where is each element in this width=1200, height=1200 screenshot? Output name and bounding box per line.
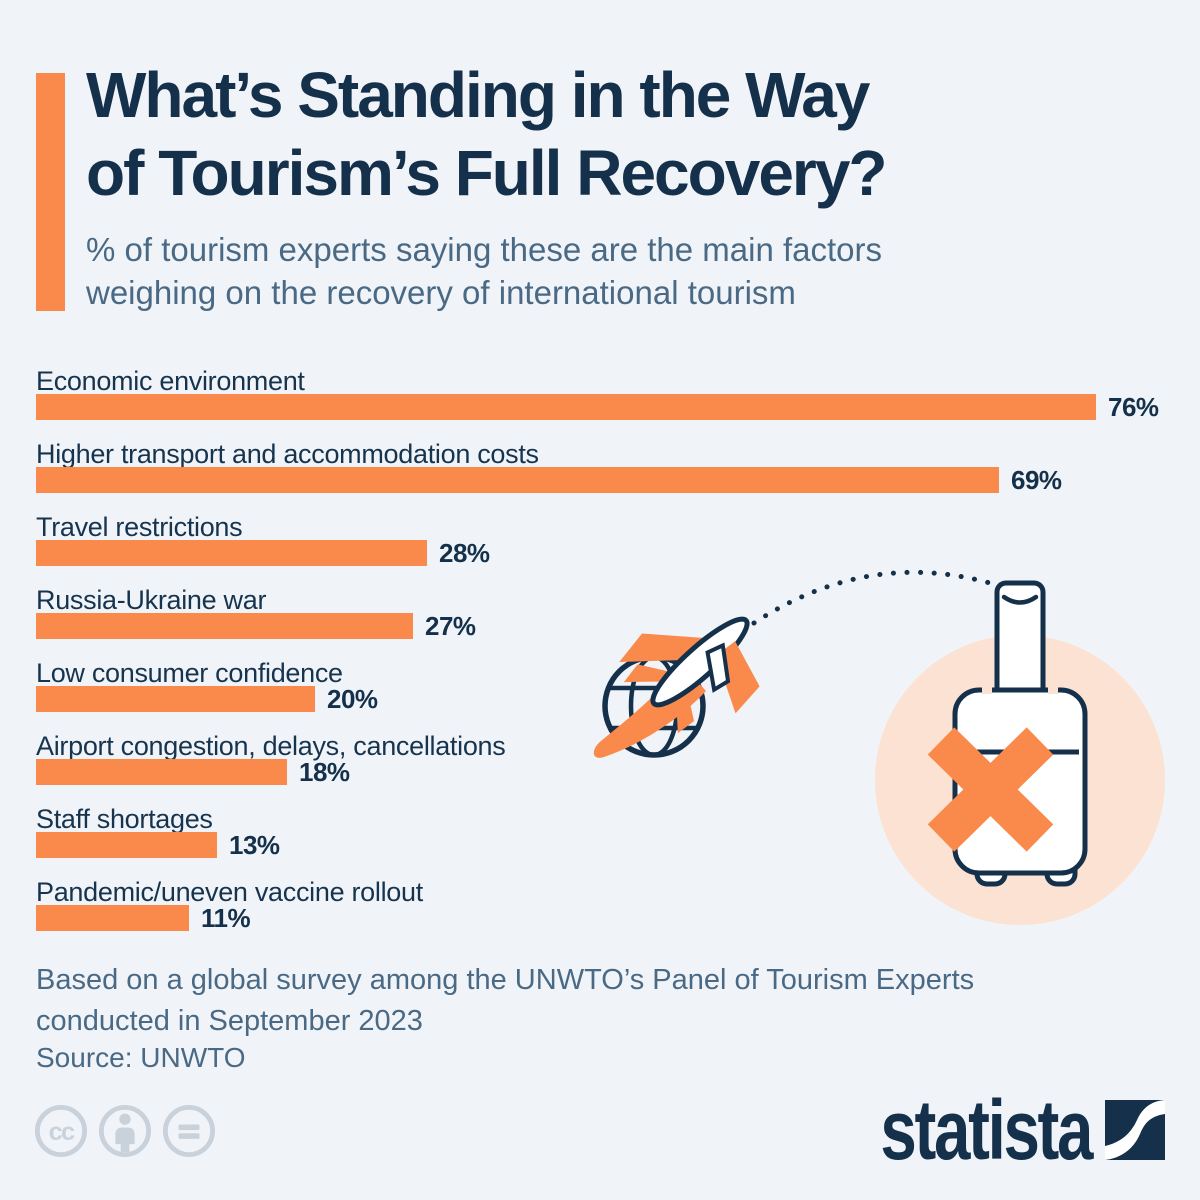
- bar-label: Low consumer confidence: [36, 658, 343, 688]
- bar: [36, 686, 315, 712]
- bar-value: 27%: [425, 610, 476, 641]
- page-title: What’s Standing in the Way of Tourism’s …: [86, 59, 888, 209]
- airplane-icon: [619, 616, 760, 734]
- cc-nd-equals-icon[interactable]: [161, 1103, 217, 1159]
- statista-logo-icon: [1105, 1100, 1165, 1160]
- bar-value: 18%: [299, 756, 350, 787]
- bar: [36, 540, 427, 566]
- bar: [36, 394, 1096, 420]
- svg-text:cc: cc: [49, 1118, 75, 1146]
- chart-row: Pandemic/uneven vaccine rollout 11%: [36, 877, 1176, 933]
- chart-row: Airport congestion, delays, cancellation…: [36, 731, 1176, 787]
- chart-row: Russia-Ukraine war 27%: [36, 585, 1176, 641]
- chart-row: Staff shortages 13%: [36, 804, 1176, 860]
- bar: [36, 832, 217, 858]
- chart-row: Travel restrictions 28%: [36, 512, 1176, 568]
- travel-illustration: [593, 569, 1165, 925]
- bar: [36, 613, 413, 639]
- bar-label: Economic environment: [36, 366, 305, 396]
- statista-wordmark: statista: [880, 1083, 1093, 1177]
- license-icons: cc: [33, 1103, 217, 1159]
- bar-value: 76%: [1108, 391, 1159, 422]
- footnote: Based on a global survey among the UNWTO…: [36, 964, 975, 1037]
- cc-by-person-icon[interactable]: [97, 1103, 153, 1159]
- accent-bar: [36, 73, 65, 311]
- chart-row: Economic environment 76%: [36, 366, 1176, 422]
- page-subtitle: % of tourism experts saying these are th…: [86, 231, 883, 311]
- bar-value: 13%: [229, 829, 280, 860]
- bar-label: Staff shortages: [36, 804, 213, 834]
- bar: [36, 905, 189, 931]
- bar-chart: Economic environment 76% Higher transpor…: [36, 368, 1176, 952]
- flight-path-dotted-line: [751, 569, 1003, 626]
- bar-label: Travel restrictions: [36, 512, 243, 542]
- bar: [36, 467, 999, 493]
- chart-row: Low consumer confidence 20%: [36, 658, 1176, 714]
- cc-icon[interactable]: cc: [33, 1103, 89, 1159]
- bar-label: Higher transport and accommodation costs: [36, 439, 539, 469]
- bar-value: 28%: [439, 537, 490, 568]
- source-text: Source: UNWTO: [36, 1042, 246, 1073]
- bar-value: 11%: [201, 902, 251, 933]
- statista-logo[interactable]: statista: [821, 1083, 1165, 1177]
- bar-label: Pandemic/uneven vaccine rollout: [36, 877, 423, 907]
- bar-value: 20%: [327, 683, 378, 714]
- bar: [36, 759, 287, 785]
- bar-label: Airport congestion, delays, cancellation…: [36, 731, 506, 761]
- bar-value: 69%: [1011, 464, 1062, 495]
- chart-row: Higher transport and accommodation costs…: [36, 439, 1176, 495]
- bar-label: Russia-Ukraine war: [36, 585, 267, 615]
- x-mark-icon: [927, 727, 1054, 852]
